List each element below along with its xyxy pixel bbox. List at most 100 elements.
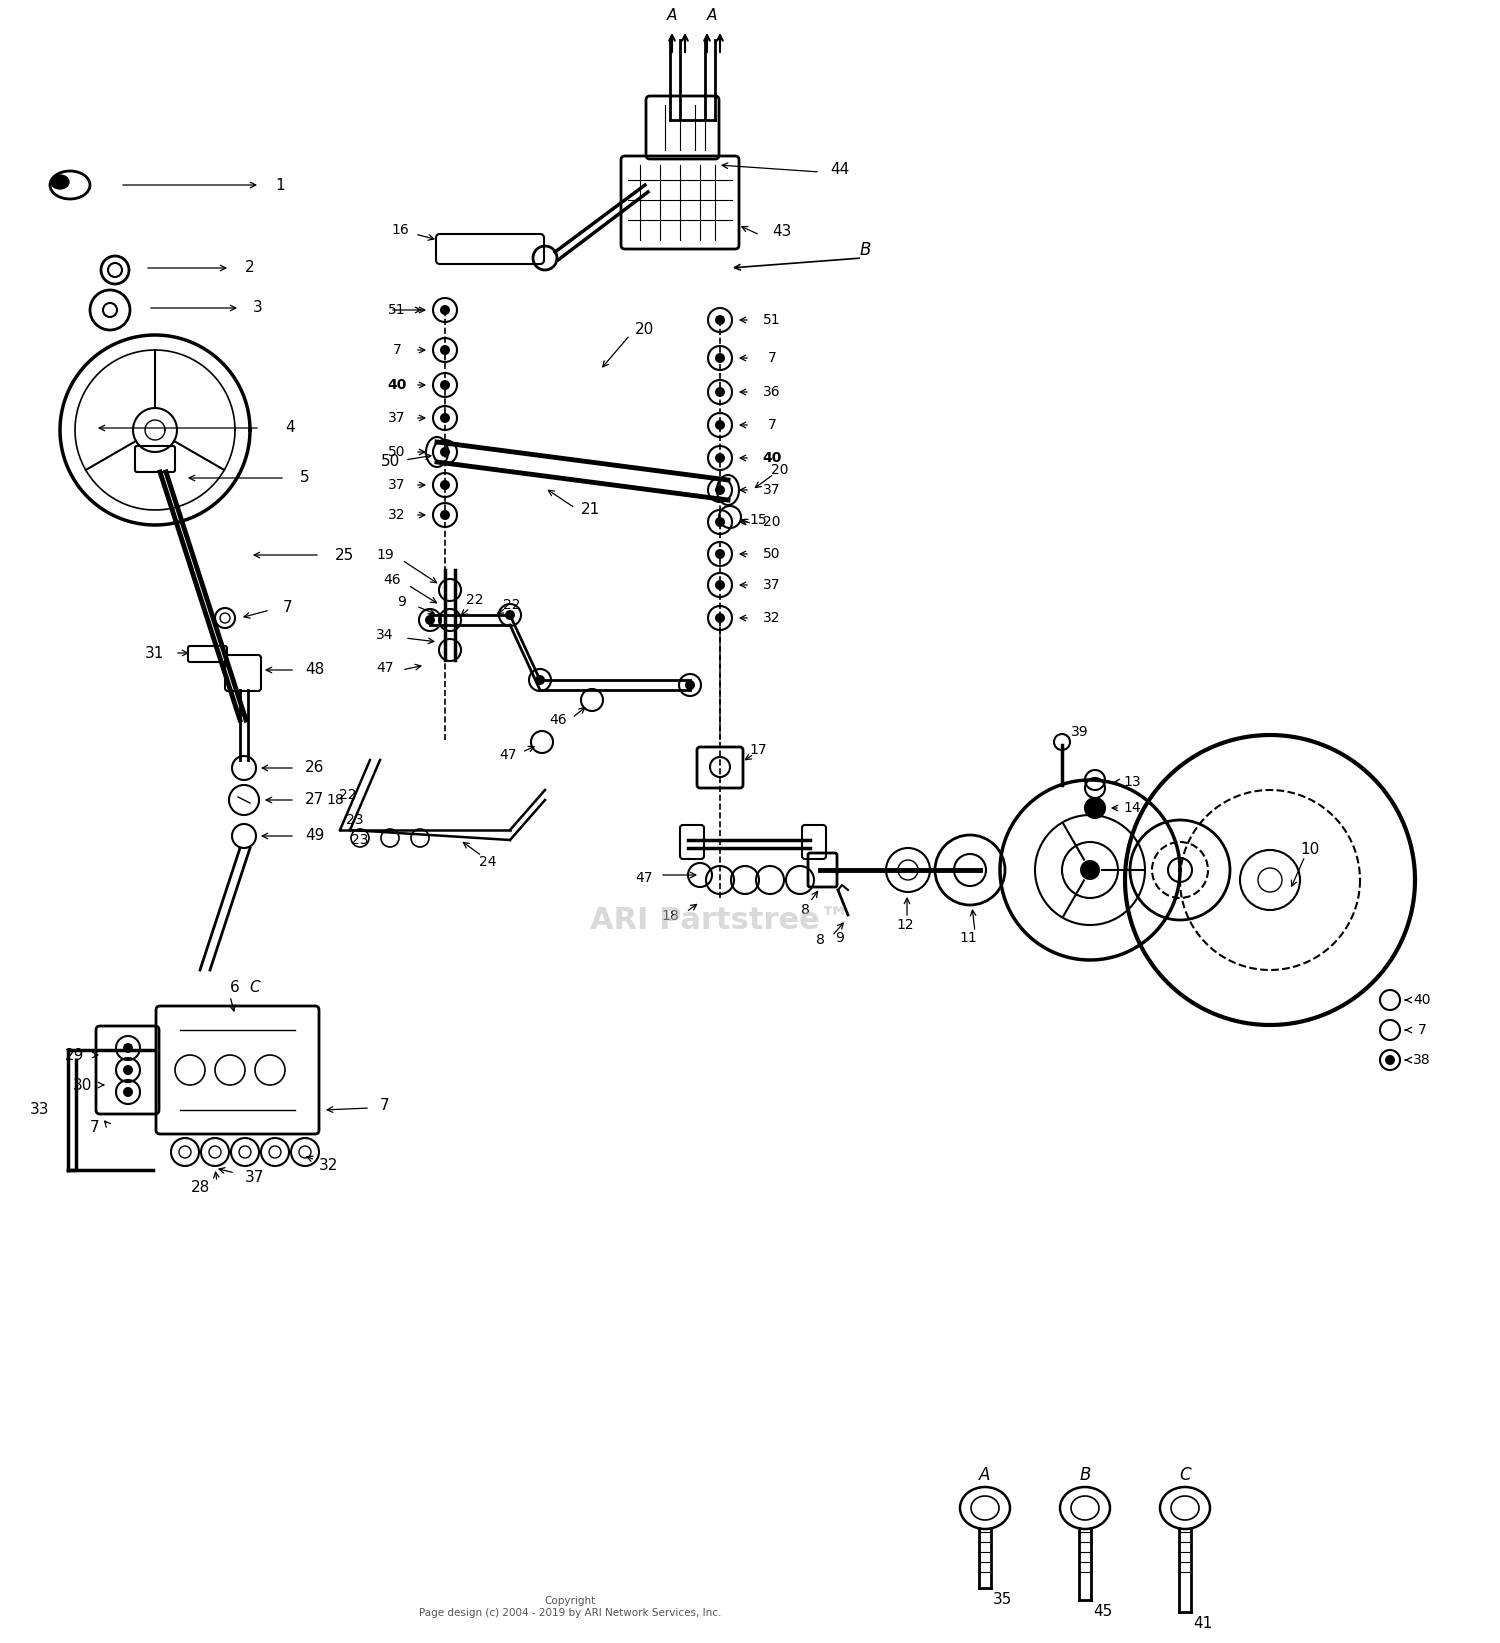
Text: 47: 47: [500, 748, 516, 762]
Text: 23: 23: [351, 833, 369, 848]
Circle shape: [1080, 859, 1100, 881]
Text: 35: 35: [993, 1592, 1012, 1607]
Text: 21: 21: [580, 503, 600, 518]
Text: 26: 26: [306, 761, 324, 775]
Text: 7: 7: [1418, 1024, 1426, 1037]
Text: 7: 7: [393, 343, 402, 357]
Text: A: A: [980, 1466, 990, 1484]
Text: A: A: [668, 8, 676, 23]
Text: 28: 28: [190, 1181, 210, 1196]
Circle shape: [716, 315, 724, 325]
Circle shape: [716, 549, 724, 559]
Text: 17: 17: [748, 743, 766, 757]
Text: 51: 51: [388, 302, 406, 317]
Text: 20: 20: [636, 322, 654, 337]
Circle shape: [536, 675, 544, 685]
Text: 37: 37: [388, 478, 405, 491]
Circle shape: [440, 412, 450, 422]
Text: 50: 50: [764, 547, 780, 560]
Circle shape: [716, 485, 724, 495]
Text: 20: 20: [764, 514, 780, 529]
Text: Copyright
Page design (c) 2004 - 2019 by ARI Network Services, Inc.: Copyright Page design (c) 2004 - 2019 by…: [419, 1595, 722, 1618]
Text: 7: 7: [380, 1098, 390, 1112]
Text: 38: 38: [1413, 1053, 1431, 1066]
Text: 40: 40: [1413, 992, 1431, 1007]
Circle shape: [716, 453, 724, 463]
Text: 20: 20: [771, 463, 789, 476]
Text: 33: 33: [30, 1102, 50, 1117]
Text: 7: 7: [284, 600, 292, 616]
Circle shape: [716, 388, 724, 398]
Text: 32: 32: [764, 611, 780, 624]
Ellipse shape: [51, 176, 69, 189]
Text: 27: 27: [306, 792, 324, 807]
Text: 41: 41: [1194, 1617, 1212, 1631]
Circle shape: [1384, 1055, 1395, 1065]
Text: 25: 25: [336, 547, 354, 562]
Text: 44: 44: [831, 163, 849, 177]
Text: 7: 7: [768, 417, 777, 432]
Circle shape: [424, 614, 435, 624]
Text: 37: 37: [764, 578, 780, 591]
Circle shape: [686, 680, 694, 690]
Text: 3: 3: [254, 301, 262, 315]
Text: 22: 22: [466, 593, 483, 606]
Circle shape: [123, 1088, 134, 1098]
Text: 6: 6: [230, 981, 240, 996]
Text: 30: 30: [72, 1078, 92, 1093]
Text: 24: 24: [480, 854, 496, 869]
Text: B: B: [1080, 1466, 1090, 1484]
Text: 7: 7: [768, 352, 777, 365]
Text: 47: 47: [636, 871, 652, 886]
Circle shape: [440, 447, 450, 457]
Text: C: C: [249, 981, 261, 996]
Text: 13: 13: [1124, 775, 1142, 789]
Circle shape: [440, 480, 450, 490]
Circle shape: [440, 306, 450, 315]
Text: 15: 15: [748, 513, 766, 527]
Text: 32: 32: [388, 508, 405, 522]
Text: 29: 29: [66, 1048, 84, 1063]
Text: 14: 14: [1124, 802, 1142, 815]
Text: 47: 47: [376, 660, 393, 675]
Circle shape: [716, 613, 724, 623]
Circle shape: [440, 509, 450, 519]
Text: ARI Partstree™: ARI Partstree™: [590, 905, 850, 935]
Text: 11: 11: [958, 932, 976, 945]
Text: 39: 39: [1071, 725, 1089, 739]
Text: 5: 5: [300, 470, 310, 485]
Text: 4: 4: [285, 421, 296, 435]
Circle shape: [506, 610, 515, 619]
Circle shape: [716, 421, 724, 430]
Text: 32: 32: [318, 1158, 338, 1173]
Text: 50: 50: [381, 455, 399, 470]
Text: 23: 23: [346, 813, 363, 826]
Circle shape: [123, 1043, 134, 1053]
Circle shape: [716, 518, 724, 527]
Text: 2: 2: [244, 261, 255, 276]
Text: 40: 40: [387, 378, 406, 393]
Text: 9: 9: [398, 595, 406, 610]
Circle shape: [123, 1065, 134, 1075]
Text: A: A: [706, 8, 717, 23]
Text: 51: 51: [764, 314, 782, 327]
Circle shape: [716, 353, 724, 363]
Text: B: B: [859, 242, 870, 260]
Circle shape: [1084, 798, 1106, 818]
Text: 48: 48: [306, 662, 324, 677]
Text: 1: 1: [274, 177, 285, 192]
Text: 50: 50: [388, 445, 405, 458]
Text: 18: 18: [662, 909, 680, 923]
Text: 36: 36: [764, 384, 782, 399]
Text: 9: 9: [836, 932, 844, 945]
Text: 12: 12: [896, 918, 914, 932]
Text: C: C: [1179, 1466, 1191, 1484]
Circle shape: [716, 580, 724, 590]
Text: 49: 49: [306, 828, 324, 843]
Text: 37: 37: [388, 411, 405, 426]
Text: 45: 45: [1094, 1605, 1113, 1620]
Text: 22: 22: [503, 598, 520, 611]
Text: 34: 34: [376, 628, 393, 642]
Circle shape: [440, 345, 450, 355]
Text: 31: 31: [146, 646, 165, 660]
